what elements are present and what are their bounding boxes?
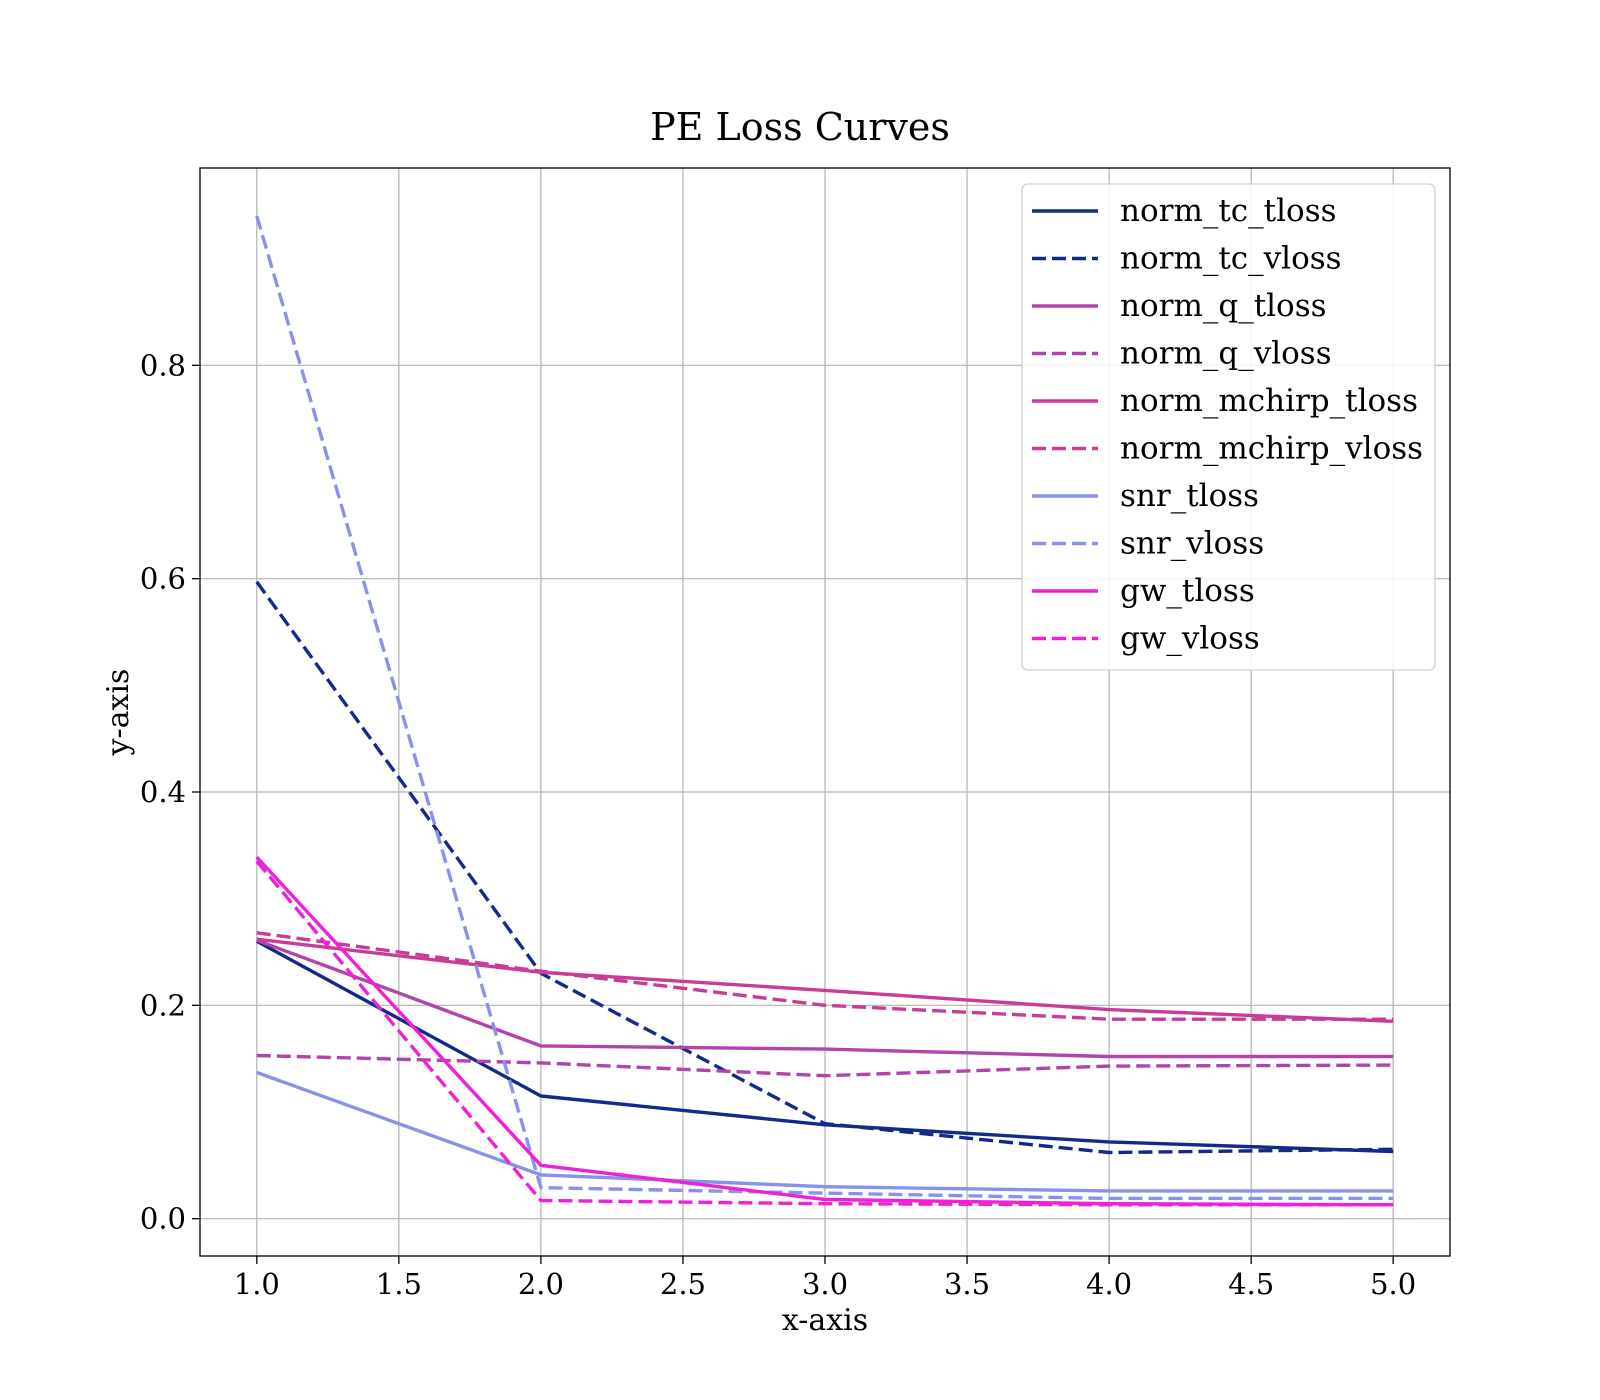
y-tick-label: 0.0 bbox=[140, 1202, 186, 1236]
x-tick-label: 2.5 bbox=[660, 1267, 706, 1301]
legend-label: norm_q_tloss bbox=[1120, 288, 1327, 324]
legend-box bbox=[1021, 183, 1436, 671]
axis-ticks: 1.0 1.5 2.0 2.5 3.0 3.5 4.0 4.5 5.0 0.0 0.2 0.4 0.6 0… bbox=[140, 348, 1416, 1301]
y-tick-label: 0.4 bbox=[140, 775, 186, 809]
x-tick-label: 1.0 bbox=[234, 1267, 280, 1301]
series-line-norm_tc_vloss bbox=[255, 580, 1394, 1155]
x-tick-label: 5.0 bbox=[1370, 1267, 1416, 1301]
x-tick-label: 3.0 bbox=[802, 1267, 848, 1301]
y-tick-label: 0.2 bbox=[140, 988, 186, 1022]
series-line-norm_mchirp_tloss bbox=[256, 937, 1394, 1023]
series-line-norm_mchirp_vloss bbox=[256, 931, 1394, 1021]
x-tick-label: 2.0 bbox=[518, 1267, 564, 1301]
y-axis-label: y-axis bbox=[101, 669, 136, 757]
x-tick-label: 1.5 bbox=[376, 1267, 422, 1301]
legend-label: norm_q_vloss bbox=[1120, 336, 1332, 372]
legend-label: gw_tloss bbox=[1120, 573, 1255, 609]
chart-title: PE Loss Curves bbox=[650, 105, 950, 149]
legend-label: norm_tc_tloss bbox=[1120, 193, 1337, 229]
legend: norm_tc_tloss norm_tc_vloss norm_q_tlossno… bbox=[1021, 183, 1436, 671]
x-axis-label: x-axis bbox=[782, 1303, 868, 1338]
legend-label: norm_tc_vloss bbox=[1120, 241, 1342, 277]
series-line-snr_tloss bbox=[256, 1070, 1394, 1193]
series-line-norm_q_tloss bbox=[256, 938, 1394, 1059]
x-tick-label: 3.5 bbox=[944, 1267, 990, 1301]
legend-label: norm_mchirp_tloss bbox=[1120, 383, 1418, 419]
legend-label: gw_vloss bbox=[1120, 621, 1260, 657]
series-lines bbox=[255, 215, 1394, 1207]
legend-label: snr_vloss bbox=[1120, 526, 1264, 562]
legend-label: norm_mchirp_vloss bbox=[1120, 431, 1423, 467]
x-tick-label: 4.0 bbox=[1086, 1267, 1132, 1301]
x-tick-label: 4.5 bbox=[1228, 1267, 1274, 1301]
series-line-gw_vloss bbox=[255, 860, 1394, 1207]
y-tick-label: 0.6 bbox=[140, 562, 186, 596]
y-tick-label: 0.8 bbox=[140, 348, 186, 382]
legend-label: snr_tloss bbox=[1120, 478, 1259, 514]
